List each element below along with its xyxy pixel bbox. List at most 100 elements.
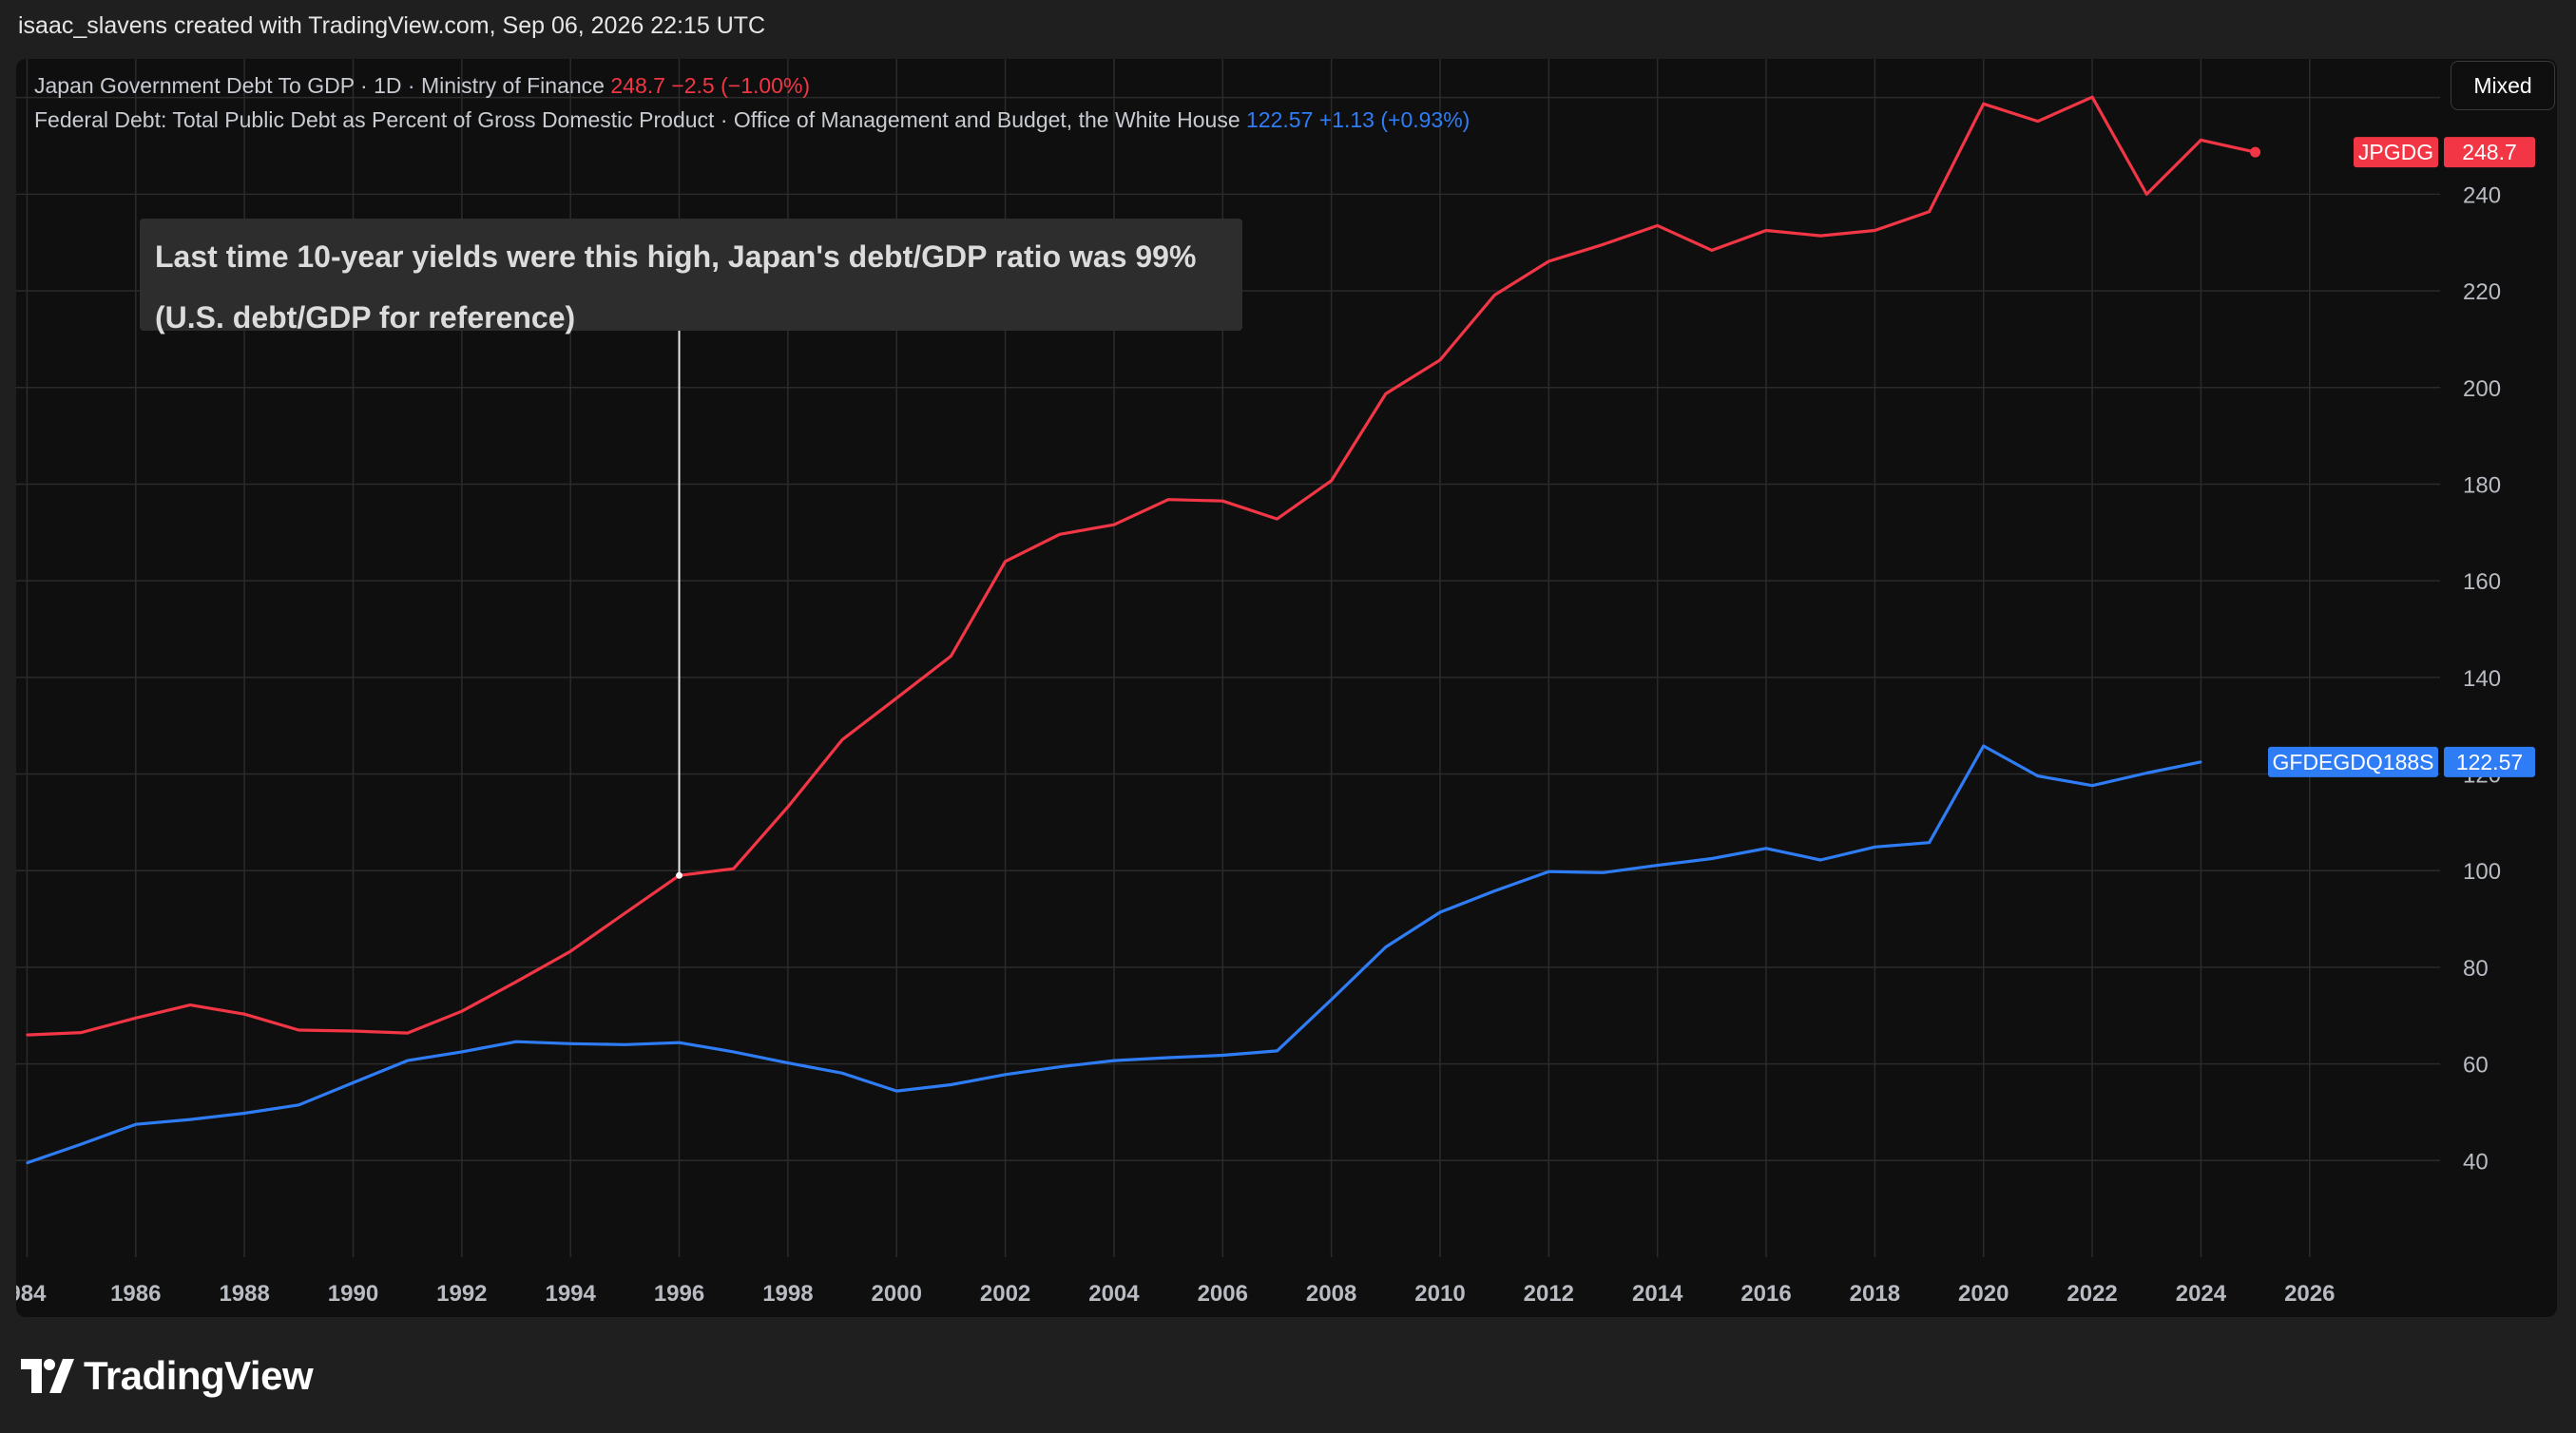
y-tick-label: 60 [2463, 1053, 2489, 1079]
data-point-gfdegdq188s [568, 1042, 572, 1045]
data-point-jpgdg [1982, 103, 1985, 105]
data-point-gfdegdq188s [26, 1161, 29, 1165]
data-point-jpgdg [1330, 479, 1333, 483]
data-point-jpgdg [1710, 249, 1714, 252]
top-bar: isaac_slavens created with TradingView.c… [0, 0, 2576, 59]
x-tick-label: 2014 [1632, 1281, 1683, 1307]
x-tick-label: 2006 [1198, 1281, 1248, 1307]
data-point-jpgdg [1492, 294, 1496, 296]
data-point-jpgdg [1058, 533, 1061, 536]
data-point-gfdegdq188s [1874, 846, 1876, 849]
data-point-jpgdg [1004, 560, 1007, 564]
y-tick-label: 140 [2463, 666, 2501, 692]
x-tick-label: 1988 [219, 1281, 269, 1307]
data-point-gfdegdq188s [2090, 784, 2094, 787]
series-name-tag-jpgdg [2354, 137, 2438, 168]
legend-jp-value: 248.7 [610, 73, 665, 98]
data-point-gfdegdq188s [624, 1043, 626, 1046]
x-tick-label: 2016 [1740, 1281, 1791, 1307]
data-point-gfdegdq188s [678, 1041, 681, 1044]
data-point-gfdegdq188s [2200, 760, 2202, 764]
series-name-tag-text: GFDEGDQ188S [2273, 750, 2434, 774]
data-point-jpgdg [1221, 500, 1224, 503]
y-tick-label: 200 [2463, 376, 2501, 402]
data-point-jpgdg [134, 1017, 137, 1020]
data-point-gfdegdq188s [1166, 1056, 1170, 1060]
data-point-jpgdg [624, 911, 626, 915]
x-tick-label: 1998 [762, 1281, 813, 1307]
data-point-jpgdg [80, 1031, 83, 1034]
data-point-jpgdg [514, 980, 518, 984]
y-tick-label: 80 [2463, 956, 2489, 982]
data-point-jpgdg [1764, 229, 1768, 232]
data-point-gfdegdq188s [1982, 744, 1985, 748]
tradingview-logo-text: TradingView [84, 1353, 314, 1398]
data-point-gfdegdq188s [2145, 772, 2148, 774]
x-tick-label: 2000 [872, 1281, 922, 1307]
price-tag-text: 122.57 [2456, 750, 2523, 774]
data-point-gfdegdq188s [1710, 857, 1714, 860]
x-tick-label: 1990 [328, 1281, 378, 1307]
series-line-jpgdg [27, 95, 2256, 1037]
marker-point [676, 871, 683, 879]
data-point-gfdegdq188s [242, 1112, 246, 1115]
legend-us-change: +1.13 (+0.93%) [1318, 107, 1471, 132]
data-point-jpgdg [1438, 358, 1442, 361]
data-point-jpgdg [1276, 517, 1278, 521]
price-tag-text: 248.7 [2462, 140, 2517, 164]
data-point-jpgdg [460, 1009, 464, 1013]
x-tick-label: 2018 [1850, 1281, 1900, 1307]
legend-row-jp[interactable]: Japan Government Debt To GDP · 1D · Mini… [34, 68, 1470, 103]
legend-row-us[interactable]: Federal Debt: Total Public Debt as Perce… [34, 103, 1470, 137]
data-point-gfdegdq188s [732, 1050, 735, 1054]
price-tag-gfdegdq188s [2444, 746, 2535, 777]
data-point-gfdegdq188s [1438, 910, 1442, 914]
x-tick-label: 984 [16, 1281, 47, 1307]
mixed-scale-button[interactable]: Mixed [2451, 61, 2555, 110]
data-point-jpgdg [840, 738, 844, 741]
data-point-jpgdg [2200, 139, 2202, 142]
jp-last-point [2250, 146, 2261, 158]
x-tick-label: 2004 [1088, 1281, 1140, 1307]
legend-jp-label: Japan Government Debt To GDP · 1D · Mini… [34, 73, 605, 98]
data-point-gfdegdq188s [514, 1041, 518, 1043]
x-tick-label: 2002 [980, 1281, 1030, 1307]
legend-jp-change: −2.5 (−1.00%) [671, 73, 811, 98]
data-point-gfdegdq188s [840, 1072, 844, 1075]
x-tick-label: 1992 [436, 1281, 487, 1307]
price-tag-jpgdg [2444, 137, 2535, 168]
x-tick-label: 1986 [110, 1281, 161, 1307]
series-name-tag-text: JPGDG [2358, 140, 2433, 164]
legend-us-value: 122.57 [1246, 107, 1314, 132]
y-tick-label: 240 [2463, 182, 2501, 208]
chart-pane[interactable]: 9841986198819901992199419961998200020022… [16, 59, 2557, 1317]
x-tick-label: 2010 [1414, 1281, 1465, 1307]
data-point-gfdegdq188s [188, 1118, 192, 1121]
data-point-gfdegdq188s [1764, 847, 1768, 850]
data-point-gfdegdq188s [1004, 1073, 1007, 1076]
data-point-gfdegdq188s [134, 1122, 137, 1126]
tradingview-logo[interactable]: TradingView [21, 1352, 314, 1400]
series-name-tag-gfdegdq188s [2268, 746, 2438, 777]
data-point-jpgdg [26, 1033, 29, 1037]
y-tick-label: 100 [2463, 859, 2501, 885]
data-point-gfdegdq188s [1928, 841, 1931, 844]
x-tick-label: 2012 [1524, 1281, 1574, 1307]
legend-us-label: Federal Debt: Total Public Debt as Perce… [34, 107, 1240, 132]
series-legend: Japan Government Debt To GDP · 1D · Mini… [34, 68, 1470, 137]
annotation-line-2: (U.S. debt/GDP for reference) [155, 300, 576, 334]
data-point-jpgdg [1548, 259, 1550, 263]
data-point-jpgdg [895, 697, 898, 699]
data-point-gfdegdq188s [1058, 1065, 1061, 1068]
data-point-gfdegdq188s [1330, 998, 1333, 1002]
data-point-gfdegdq188s [1492, 889, 1496, 892]
annotation-callout[interactable]: Last time 10-year yields were this high,… [140, 219, 1242, 334]
data-point-gfdegdq188s [460, 1050, 464, 1054]
data-point-jpgdg [1874, 229, 1876, 232]
data-point-jpgdg [950, 655, 952, 658]
data-point-gfdegdq188s [895, 1089, 898, 1093]
y-tick-label: 180 [2463, 472, 2501, 498]
data-point-gfdegdq188s [1112, 1059, 1116, 1062]
data-point-jpgdg [568, 949, 572, 953]
data-point-jpgdg [1819, 234, 1822, 238]
